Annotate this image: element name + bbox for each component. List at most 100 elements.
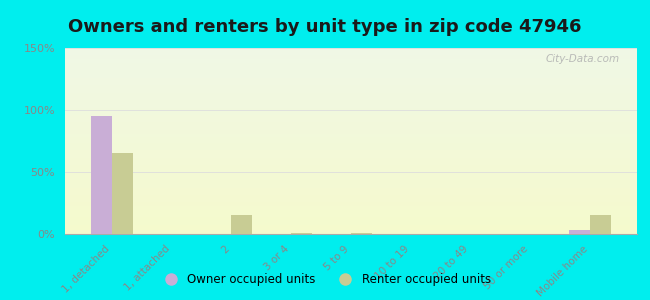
Bar xyxy=(65,199,637,200)
Bar xyxy=(65,61,637,63)
Bar xyxy=(65,121,637,122)
Bar xyxy=(65,200,637,202)
Bar xyxy=(112,153,133,234)
Bar xyxy=(65,167,637,169)
Bar xyxy=(65,52,637,54)
Bar xyxy=(65,193,637,195)
Bar xyxy=(65,115,637,117)
Bar xyxy=(291,233,312,234)
Bar xyxy=(351,233,372,234)
Bar xyxy=(65,124,637,126)
Bar xyxy=(65,154,637,156)
Bar xyxy=(65,161,637,163)
Bar xyxy=(65,139,637,141)
Bar xyxy=(65,135,637,137)
Bar xyxy=(65,230,637,232)
Bar xyxy=(65,184,637,186)
Bar xyxy=(65,57,637,59)
Bar xyxy=(65,76,637,78)
Bar xyxy=(65,134,637,135)
Bar xyxy=(65,148,637,150)
Bar xyxy=(65,113,637,115)
Bar xyxy=(65,195,637,197)
Bar xyxy=(65,210,637,212)
Bar xyxy=(65,178,637,180)
Bar xyxy=(65,89,637,91)
Bar xyxy=(65,122,637,124)
Bar xyxy=(65,137,637,139)
Bar xyxy=(65,74,637,76)
Bar xyxy=(65,202,637,204)
Bar xyxy=(65,94,637,96)
Bar xyxy=(65,106,637,107)
Bar xyxy=(65,141,637,143)
Bar xyxy=(65,176,637,178)
Bar xyxy=(65,126,637,128)
Bar xyxy=(65,165,637,167)
Bar xyxy=(65,182,637,184)
Bar xyxy=(65,98,637,100)
Bar xyxy=(65,204,637,206)
Bar xyxy=(65,221,637,223)
Bar xyxy=(65,215,637,217)
Bar xyxy=(65,56,637,57)
Bar xyxy=(65,50,637,52)
Bar xyxy=(65,100,637,102)
Bar xyxy=(65,102,637,104)
Bar xyxy=(65,93,637,94)
Bar xyxy=(65,228,637,230)
Bar xyxy=(65,130,637,132)
Bar xyxy=(65,225,637,226)
Bar xyxy=(65,48,637,50)
Bar xyxy=(65,111,637,113)
Bar xyxy=(65,68,637,70)
Bar xyxy=(65,85,637,87)
Bar xyxy=(65,217,637,219)
Bar xyxy=(65,189,637,191)
Bar xyxy=(65,82,637,83)
Bar xyxy=(65,147,637,148)
Bar xyxy=(65,110,637,111)
Bar xyxy=(65,180,637,182)
Bar xyxy=(65,163,637,165)
Bar xyxy=(65,128,637,130)
Bar xyxy=(65,171,637,172)
Bar xyxy=(65,87,637,89)
Bar xyxy=(65,172,637,175)
Bar xyxy=(65,107,637,110)
Bar xyxy=(65,150,637,152)
Bar xyxy=(65,70,637,72)
Bar xyxy=(65,214,637,215)
Bar xyxy=(65,143,637,145)
Bar xyxy=(91,116,112,234)
Bar xyxy=(65,104,637,106)
Bar xyxy=(65,67,637,68)
Bar xyxy=(65,132,637,134)
Bar xyxy=(65,83,637,85)
Bar xyxy=(65,158,637,160)
Bar xyxy=(65,232,637,234)
Bar xyxy=(590,215,611,234)
Bar xyxy=(65,72,637,74)
Bar xyxy=(569,230,590,234)
Text: City-Data.com: City-Data.com xyxy=(546,54,620,64)
Bar xyxy=(65,206,637,208)
Bar xyxy=(65,219,637,221)
Text: Owners and renters by unit type in zip code 47946: Owners and renters by unit type in zip c… xyxy=(68,18,582,36)
Bar xyxy=(65,212,637,214)
Bar xyxy=(65,156,637,158)
Bar xyxy=(65,191,637,193)
Bar xyxy=(65,80,637,82)
Bar xyxy=(231,215,252,234)
Bar xyxy=(65,145,637,147)
Bar xyxy=(65,226,637,228)
Bar xyxy=(65,54,637,56)
Bar xyxy=(65,91,637,93)
Bar xyxy=(65,208,637,210)
Bar xyxy=(65,169,637,171)
Bar xyxy=(65,186,637,188)
Bar xyxy=(65,96,637,98)
Bar xyxy=(65,197,637,199)
Bar xyxy=(65,223,637,225)
Bar xyxy=(65,119,637,121)
